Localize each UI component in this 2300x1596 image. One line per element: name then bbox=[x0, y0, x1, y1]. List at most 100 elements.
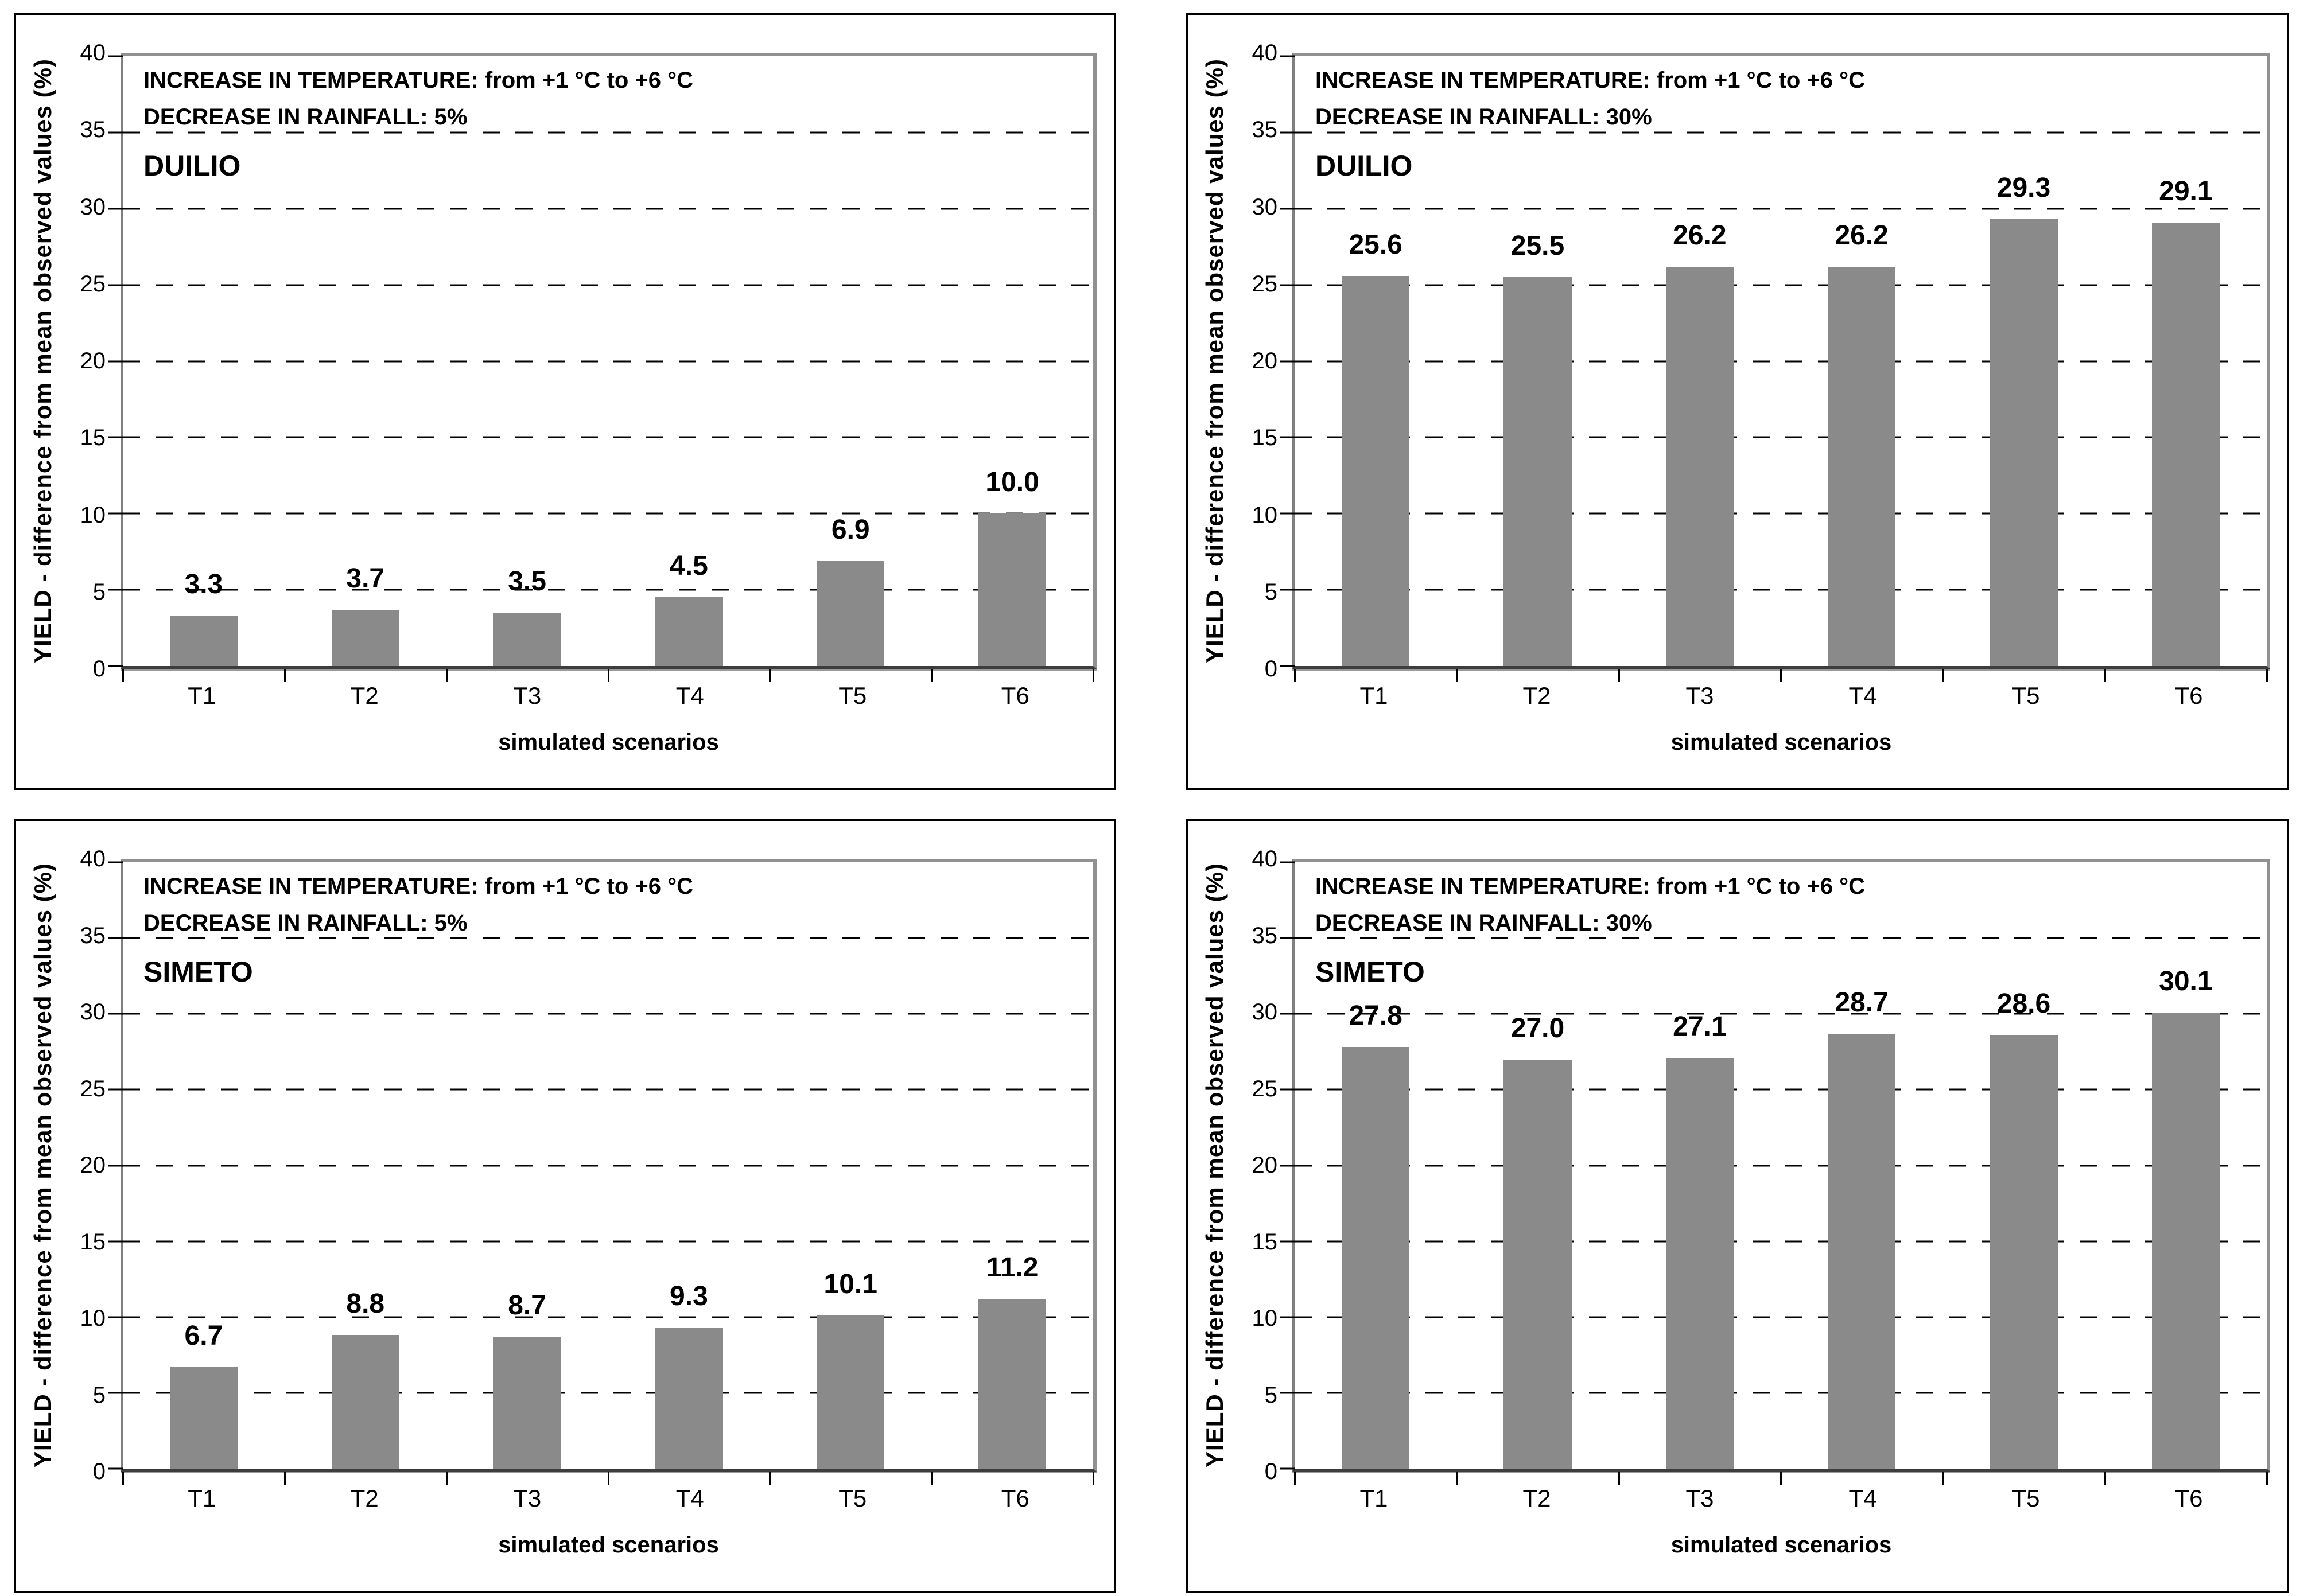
y-tick-mark bbox=[108, 1088, 123, 1091]
y-tick-label: 40 bbox=[1252, 846, 1278, 871]
gridline bbox=[123, 1013, 1093, 1015]
gridline bbox=[123, 512, 1093, 515]
x-category-label: T5 bbox=[838, 682, 867, 709]
gridline bbox=[123, 1088, 1093, 1091]
x-category-label: T3 bbox=[513, 682, 542, 709]
y-tick-mark bbox=[1280, 1240, 1295, 1243]
y-tick-label: 10 bbox=[1252, 502, 1278, 528]
x-tick-mark bbox=[931, 669, 933, 682]
x-category-label: T6 bbox=[2174, 1485, 2203, 1512]
x-category-label: T1 bbox=[1359, 1485, 1388, 1512]
x-category-label: T6 bbox=[2174, 682, 2203, 709]
y-tick-mark bbox=[108, 589, 123, 591]
x-tick-mark bbox=[1093, 1472, 1094, 1485]
rainfall-note: DECREASE IN RAINFALL: 30% bbox=[1315, 910, 1652, 936]
bar bbox=[331, 1335, 399, 1469]
x-tick-mark bbox=[1780, 669, 1782, 682]
y-tick-label: 30 bbox=[1252, 999, 1278, 1025]
chart-layout: YIELD - difference from mean observed va… bbox=[1188, 15, 2287, 788]
bar-value-label: 25.6 bbox=[1349, 229, 1402, 260]
y-tick-label: 35 bbox=[1252, 922, 1278, 948]
x-tick-mark bbox=[769, 1472, 771, 1485]
bar bbox=[655, 1328, 723, 1469]
bar-value-label: 29.1 bbox=[2159, 176, 2213, 207]
x-tick-mark bbox=[283, 1472, 286, 1485]
bar bbox=[978, 1299, 1047, 1469]
x-category-label: T2 bbox=[1522, 682, 1551, 709]
gridline bbox=[1295, 360, 2267, 362]
x-tick-mark bbox=[931, 1472, 933, 1485]
y-tick-mark bbox=[108, 208, 123, 210]
y-tick-label: 0 bbox=[1264, 656, 1277, 682]
x-category-label: T3 bbox=[513, 1485, 542, 1512]
cultivar-label: SIMETO bbox=[1315, 956, 1425, 988]
bar-value-label: 9.3 bbox=[670, 1281, 708, 1312]
y-tick-mark bbox=[108, 436, 123, 438]
bar-value-label: 3.3 bbox=[184, 569, 223, 600]
x-axis-title: simulated scenarios bbox=[498, 1532, 719, 1558]
bar bbox=[1341, 275, 1410, 666]
x-category-label: T3 bbox=[1685, 1485, 1714, 1512]
x-tick-mark bbox=[1093, 669, 1094, 682]
y-tick-mark bbox=[1280, 208, 1295, 210]
y-tick-label: 25 bbox=[1252, 1076, 1278, 1101]
y-tick-mark bbox=[1280, 131, 1295, 134]
x-axis-title: simulated scenarios bbox=[498, 730, 719, 755]
x-tick-mark bbox=[445, 1472, 448, 1485]
y-tick-mark bbox=[1280, 1088, 1295, 1091]
bar bbox=[493, 1337, 561, 1469]
bar-value-label: 8.7 bbox=[508, 1290, 546, 1321]
y-tick-label: 5 bbox=[1264, 579, 1277, 605]
x-axis-labels: T1 T2 T3 T4 T5 T6 bbox=[1292, 669, 2270, 722]
y-tick-label: 25 bbox=[80, 1076, 106, 1101]
bar-value-label: 10.0 bbox=[985, 467, 1039, 498]
bar-value-label: 4.5 bbox=[670, 551, 708, 582]
x-tick-mark bbox=[122, 1472, 124, 1485]
x-axis-labels: T1 T2 T3 T4 T5 T6 bbox=[1292, 1472, 2270, 1524]
y-tick-mark bbox=[108, 512, 123, 515]
chart-layout: YIELD - difference from mean observed va… bbox=[16, 15, 1114, 788]
x-category-label: T5 bbox=[838, 1485, 867, 1512]
bar-value-label: 26.2 bbox=[1835, 220, 1889, 251]
y-tick-mark bbox=[1280, 360, 1295, 362]
bar bbox=[2151, 222, 2220, 666]
gridline bbox=[1295, 208, 2267, 210]
x-category-label: T1 bbox=[188, 682, 216, 709]
bar-value-label: 11.2 bbox=[986, 1252, 1039, 1283]
x-category-label: T4 bbox=[1848, 682, 1877, 709]
bar bbox=[1827, 1033, 1896, 1469]
y-tick-mark bbox=[108, 1240, 123, 1243]
gridline bbox=[123, 436, 1093, 438]
temperature-note: INCREASE IN TEMPERATURE: from +1 °C to +… bbox=[143, 68, 694, 93]
bar bbox=[1665, 1057, 1734, 1469]
y-tick-mark bbox=[1280, 861, 1295, 863]
y-tick-label: 5 bbox=[1264, 1382, 1277, 1408]
gridline bbox=[1295, 937, 2267, 939]
y-tick-label: 30 bbox=[1252, 194, 1278, 220]
gridline bbox=[1295, 1240, 2267, 1243]
x-axis-title: simulated scenarios bbox=[1670, 1532, 1892, 1558]
x-tick-mark bbox=[2104, 1472, 2106, 1485]
bar bbox=[169, 1367, 238, 1469]
gridline bbox=[1295, 131, 2267, 134]
x-tick-mark bbox=[1456, 669, 1458, 682]
y-tick-label: 0 bbox=[92, 1459, 106, 1484]
rainfall-note: DECREASE IN RAINFALL: 30% bbox=[1315, 104, 1652, 130]
gridline bbox=[1295, 589, 2267, 591]
x-tick-mark bbox=[445, 669, 448, 682]
y-axis-title: YIELD - difference from mean observed va… bbox=[21, 859, 65, 1472]
y-tick-mark bbox=[108, 284, 123, 286]
y-tick-mark bbox=[108, 55, 123, 57]
y-tick-label: 0 bbox=[1264, 1459, 1277, 1484]
temperature-note: INCREASE IN TEMPERATURE: from +1 °C to +… bbox=[1315, 874, 1866, 899]
y-tick-label: 25 bbox=[1252, 271, 1278, 297]
x-tick-mark bbox=[769, 669, 771, 682]
y-tick-label: 20 bbox=[80, 1153, 106, 1178]
bar-value-label: 26.2 bbox=[1673, 220, 1727, 251]
y-tick-label: 40 bbox=[1252, 40, 1278, 65]
x-tick-mark bbox=[1618, 1472, 1620, 1485]
gridline bbox=[1295, 1165, 2267, 1166]
x-tick-mark bbox=[283, 669, 286, 682]
y-tick-mark bbox=[108, 131, 123, 134]
x-tick-mark bbox=[607, 669, 609, 682]
